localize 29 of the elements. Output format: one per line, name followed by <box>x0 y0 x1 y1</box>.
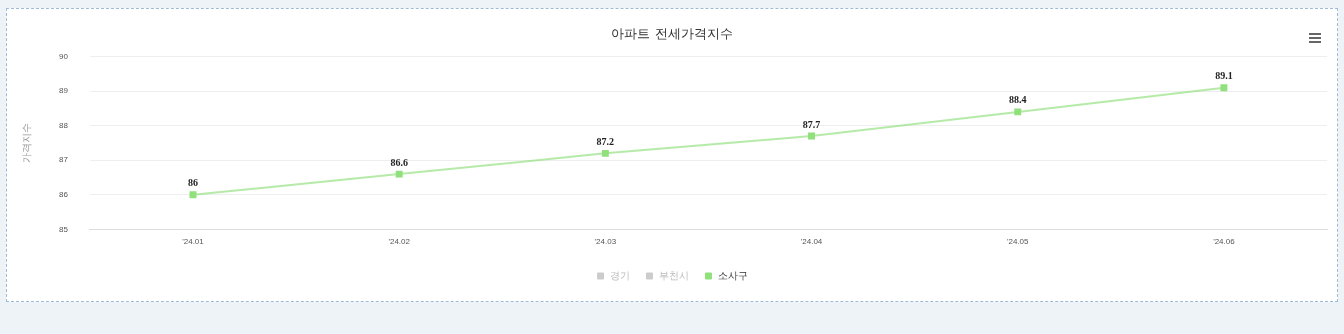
chart-title: 아파트 전세가격지수 <box>611 26 733 42</box>
legend-label: 부천시 <box>658 269 689 281</box>
y-tick-label: 85 <box>58 224 69 234</box>
point <box>395 170 403 178</box>
point <box>601 149 609 157</box>
point <box>808 132 816 140</box>
x-tick-label: '24.05 <box>1006 237 1030 247</box>
x-tick-label: '24.02 <box>388 237 411 247</box>
legend-label: 경기 <box>609 269 630 281</box>
data-label: 88.4 <box>1008 94 1027 106</box>
data-label: 86 <box>187 177 198 189</box>
x-tick-label: '24.03 <box>594 237 617 247</box>
point <box>1220 84 1228 92</box>
point <box>189 191 197 199</box>
y-tick-label: 86 <box>58 190 69 200</box>
y-axis-title: 가격지수 <box>20 123 32 163</box>
y-tick-label: 89 <box>58 86 69 96</box>
x-tick-label: '24.06 <box>1213 237 1236 247</box>
point <box>1014 108 1022 116</box>
data-label: 87.2 <box>596 135 615 147</box>
y-tick-label: 87 <box>58 155 69 165</box>
x-tick-label: '24.01 <box>182 237 205 247</box>
y-tick-label: 88 <box>58 120 69 130</box>
data-label: 89.1 <box>1215 70 1233 82</box>
data-label: 87.7 <box>802 118 821 130</box>
data-label: 86.6 <box>390 156 408 168</box>
x-tick-label: '24.04 <box>800 237 823 247</box>
y-tick-label: 90 <box>58 51 69 61</box>
legend-label: 소사구 <box>717 269 748 281</box>
